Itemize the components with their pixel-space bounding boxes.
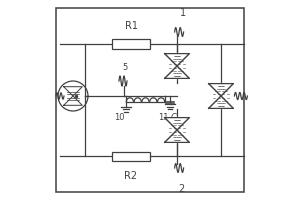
Polygon shape — [165, 54, 189, 66]
Polygon shape — [208, 96, 233, 108]
Polygon shape — [64, 87, 82, 96]
Polygon shape — [165, 130, 189, 142]
Polygon shape — [165, 66, 189, 78]
Text: 2: 2 — [178, 184, 184, 194]
Text: 10: 10 — [114, 112, 124, 121]
Text: 1: 1 — [180, 8, 186, 18]
Polygon shape — [208, 84, 233, 96]
Polygon shape — [165, 118, 189, 130]
Text: 5: 5 — [122, 62, 128, 72]
Text: R1: R1 — [124, 21, 137, 31]
Text: 11: 11 — [158, 112, 168, 121]
FancyBboxPatch shape — [112, 39, 150, 48]
FancyBboxPatch shape — [112, 152, 150, 160]
FancyBboxPatch shape — [56, 8, 244, 192]
Text: C: C — [171, 112, 177, 121]
Polygon shape — [64, 96, 82, 105]
Text: R2: R2 — [124, 171, 138, 181]
